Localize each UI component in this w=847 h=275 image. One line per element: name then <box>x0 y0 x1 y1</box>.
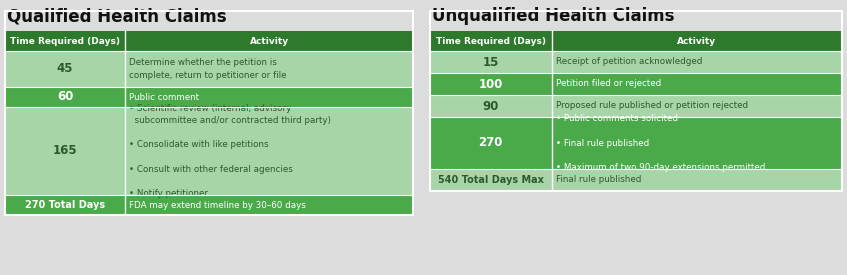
Text: 270: 270 <box>479 136 503 150</box>
Text: • Scientific review (internal, advisory
  subcommittee and/or contracted third p: • Scientific review (internal, advisory … <box>130 104 331 198</box>
Bar <box>430 73 551 95</box>
Text: Time Required (Days): Time Required (Days) <box>10 37 120 45</box>
Text: Public comment: Public comment <box>130 92 199 101</box>
Text: 60: 60 <box>57 90 74 103</box>
Text: 45: 45 <box>57 62 74 76</box>
Bar <box>125 31 413 51</box>
Text: 15: 15 <box>483 56 499 68</box>
Bar <box>551 51 842 73</box>
Bar <box>125 107 413 195</box>
Bar <box>551 31 842 51</box>
Text: • Public comments solicited

• Final rule published

• Maximum of two 90-day ext: • Public comments solicited • Final rule… <box>556 114 765 172</box>
Bar <box>551 169 842 191</box>
Bar <box>430 11 842 191</box>
Bar <box>125 87 413 107</box>
Bar <box>125 195 413 215</box>
Bar <box>551 73 842 95</box>
Text: 165: 165 <box>53 144 77 158</box>
Text: Qualified Health Claims: Qualified Health Claims <box>7 7 227 25</box>
Bar <box>5 107 125 195</box>
Text: 100: 100 <box>479 78 503 90</box>
Bar <box>5 11 413 215</box>
Bar <box>551 95 842 117</box>
Text: Determine whether the petition is
complete, return to petitioner or file: Determine whether the petition is comple… <box>130 58 287 79</box>
Bar <box>430 31 551 51</box>
Bar <box>551 117 842 169</box>
Bar <box>430 95 551 117</box>
Text: Receipt of petition acknowledged: Receipt of petition acknowledged <box>556 57 702 67</box>
Text: Proposed rule published or petition rejected: Proposed rule published or petition reje… <box>556 101 748 111</box>
Text: 90: 90 <box>483 100 499 112</box>
Text: Final rule published: Final rule published <box>556 175 641 185</box>
Bar <box>5 31 125 51</box>
Bar <box>5 195 125 215</box>
Text: FDA may extend timeline by 30–60 days: FDA may extend timeline by 30–60 days <box>130 200 307 210</box>
Bar <box>430 117 551 169</box>
Text: 270 Total Days: 270 Total Days <box>25 200 105 210</box>
Bar <box>5 51 125 87</box>
Bar <box>430 169 551 191</box>
Text: Unqualified Health Claims: Unqualified Health Claims <box>432 7 674 25</box>
Text: Petition filed or rejected: Petition filed or rejected <box>556 79 661 89</box>
Bar <box>125 51 413 87</box>
Text: Time Required (Days): Time Required (Days) <box>435 37 545 45</box>
Text: Activity: Activity <box>250 37 289 45</box>
Bar <box>430 51 551 73</box>
Text: Activity: Activity <box>678 37 717 45</box>
Text: 540 Total Days Max: 540 Total Days Max <box>438 175 544 185</box>
Bar <box>5 87 125 107</box>
